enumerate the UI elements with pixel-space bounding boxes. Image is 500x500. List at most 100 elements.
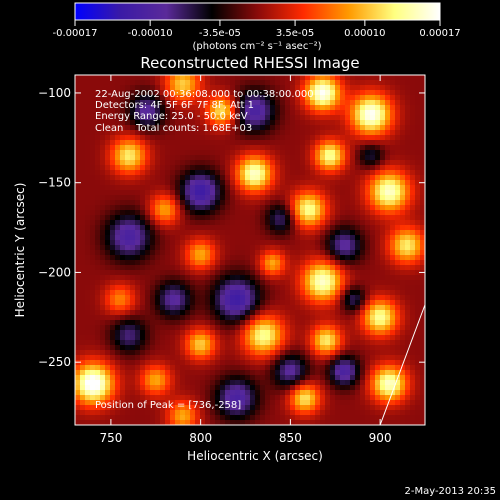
heatmap-cell — [125, 210, 131, 216]
heatmap-cell — [180, 390, 186, 396]
heatmap-cell — [405, 90, 411, 96]
heatmap-cell — [250, 320, 256, 326]
heatmap-cell — [210, 250, 216, 256]
heatmap-cell — [285, 355, 291, 361]
heatmap-cell — [100, 360, 106, 366]
heatmap-cell — [300, 220, 306, 226]
heatmap-cell — [120, 335, 126, 341]
heatmap-cell — [355, 200, 361, 206]
heatmap-cell — [335, 190, 341, 196]
heatmap-cell — [90, 370, 96, 376]
heatmap-cell — [80, 395, 86, 401]
heatmap-cell — [120, 110, 126, 116]
heatmap-cell — [130, 410, 136, 416]
heatmap-cell — [150, 230, 156, 236]
heatmap-cell — [75, 80, 81, 86]
heatmap-cell — [205, 270, 211, 276]
heatmap-cell — [375, 135, 381, 141]
heatmap-cell — [285, 80, 291, 86]
heatmap-cell — [240, 95, 246, 101]
heatmap-cell — [395, 215, 401, 221]
heatmap-cell — [365, 275, 371, 281]
heatmap-cell — [290, 95, 296, 101]
heatmap-cell — [145, 165, 151, 171]
heatmap-cell — [110, 260, 116, 266]
heatmap-cell — [90, 275, 96, 281]
heatmap-cell — [335, 355, 341, 361]
heatmap-cell — [260, 205, 266, 211]
heatmap-cell — [130, 270, 136, 276]
heatmap-cell — [90, 260, 96, 266]
heatmap-cell — [235, 95, 241, 101]
heatmap-cell — [105, 370, 111, 376]
heatmap-cell — [190, 230, 196, 236]
heatmap-cell — [315, 230, 321, 236]
heatmap-cell — [110, 95, 116, 101]
heatmap-cell — [140, 180, 146, 186]
heatmap-cell — [355, 395, 361, 401]
heatmap-cell — [305, 120, 311, 126]
heatmap-cell — [125, 240, 131, 246]
heatmap-cell — [85, 160, 91, 166]
heatmap-cell — [325, 185, 331, 191]
heatmap-cell — [110, 305, 116, 311]
heatmap-cell — [75, 310, 81, 316]
heatmap-cell — [170, 375, 176, 381]
heatmap-cell — [85, 85, 91, 91]
heatmap-cell — [330, 260, 336, 266]
heatmap-cell — [360, 140, 366, 146]
heatmap-cell — [150, 320, 156, 326]
heatmap-cell — [415, 290, 421, 296]
heatmap-cell — [110, 130, 116, 136]
heatmap-cell — [155, 280, 161, 286]
heatmap-cell — [275, 285, 281, 291]
heatmap-cell — [305, 150, 311, 156]
heatmap-cell — [230, 310, 236, 316]
heatmap-cell — [165, 110, 171, 116]
heatmap-cell — [200, 215, 206, 221]
heatmap-cell — [165, 260, 171, 266]
heatmap-cell — [365, 245, 371, 251]
heatmap-cell — [90, 255, 96, 261]
heatmap-cell — [275, 335, 281, 341]
heatmap-cell — [360, 405, 366, 411]
heatmap-cell — [225, 220, 231, 226]
heatmap-cell — [315, 165, 321, 171]
heatmap-cell — [325, 160, 331, 166]
heatmap-cell — [225, 100, 231, 106]
heatmap-cell — [210, 350, 216, 356]
heatmap-cell — [365, 280, 371, 286]
heatmap-cell — [115, 190, 121, 196]
heatmap-cell — [170, 395, 176, 401]
heatmap-cell — [250, 150, 256, 156]
heatmap-cell — [105, 105, 111, 111]
heatmap-cell — [185, 245, 191, 251]
heatmap-cell — [280, 195, 286, 201]
heatmap-cell — [365, 400, 371, 406]
heatmap-cell — [220, 80, 226, 86]
heatmap-cell — [205, 280, 211, 286]
heatmap-cell — [180, 85, 186, 91]
heatmap-cell — [170, 75, 176, 81]
heatmap-cell — [220, 225, 226, 231]
heatmap-cell — [140, 245, 146, 251]
heatmap-cell — [85, 185, 91, 191]
heatmap-cell — [85, 200, 91, 206]
heatmap-cell — [170, 280, 176, 286]
heatmap-cell — [260, 180, 266, 186]
heatmap-cell — [195, 220, 201, 226]
heatmap-cell — [365, 290, 371, 296]
heatmap-cell — [380, 335, 386, 341]
heatmap-cell — [90, 190, 96, 196]
heatmap-cell — [160, 350, 166, 356]
heatmap-cell — [205, 145, 211, 151]
heatmap-cell — [280, 220, 286, 226]
heatmap-cell — [110, 185, 116, 191]
heatmap-cell — [270, 225, 276, 231]
heatmap-cell — [215, 135, 221, 141]
heatmap-cell — [165, 285, 171, 291]
heatmap-cell — [315, 360, 321, 366]
heatmap-cell — [130, 255, 136, 261]
heatmap-cell — [270, 220, 276, 226]
heatmap-cell — [260, 270, 266, 276]
